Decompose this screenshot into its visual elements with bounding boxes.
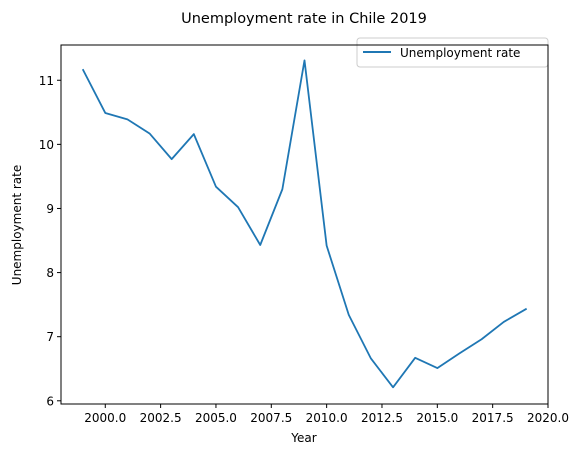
- y-axis-label: Unemployment rate: [10, 165, 24, 285]
- y-tick-label: 11: [39, 74, 54, 88]
- y-tick-label: 8: [46, 266, 54, 280]
- x-tick-label: 2010.0: [306, 411, 348, 425]
- y-tick-label: 10: [39, 138, 54, 152]
- x-tick-label: 2015.0: [416, 411, 458, 425]
- x-tick-label: 2002.5: [140, 411, 182, 425]
- y-tick-label: 9: [46, 202, 54, 216]
- chart-title: Unemployment rate in Chile 2019: [181, 11, 427, 27]
- y-tick-label: 7: [46, 330, 54, 344]
- x-tick-label: 2012.5: [361, 411, 403, 425]
- x-tick-label: 2007.5: [250, 411, 292, 425]
- x-tick-label: 2005.0: [195, 411, 237, 425]
- x-tick-label: 2000.0: [84, 411, 126, 425]
- x-axis-label: Year: [290, 431, 316, 445]
- x-tick-label: 2017.5: [472, 411, 514, 425]
- y-tick-label: 6: [46, 394, 54, 408]
- legend-label: Unemployment rate: [400, 46, 520, 60]
- x-tick-label: 2020.0: [527, 411, 569, 425]
- legend: Unemployment rate: [357, 38, 548, 67]
